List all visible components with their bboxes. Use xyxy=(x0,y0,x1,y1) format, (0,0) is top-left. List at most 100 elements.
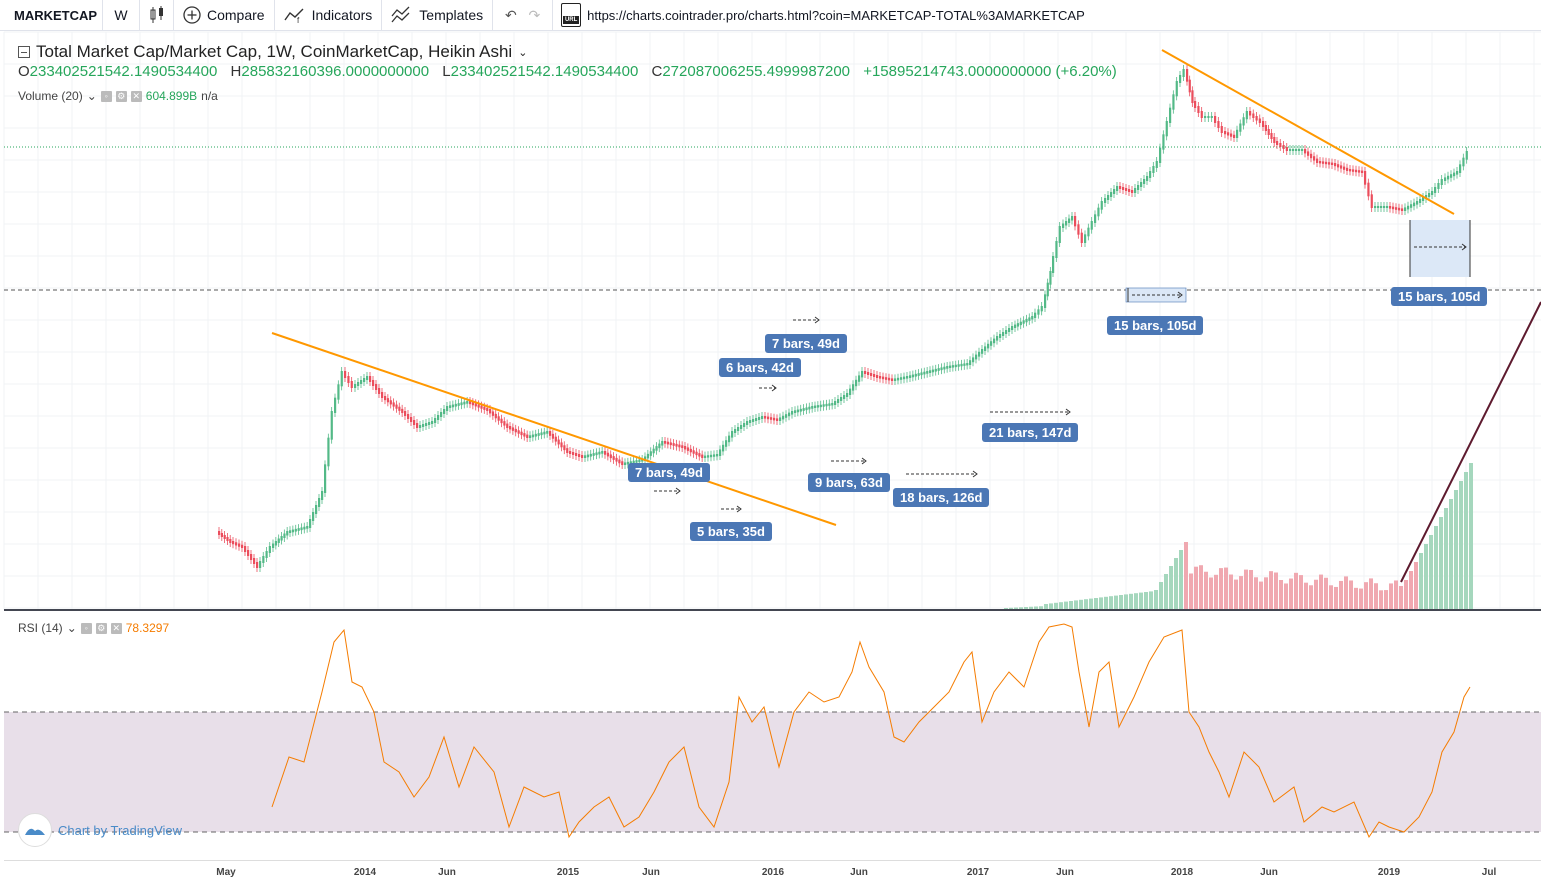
eye-icon[interactable]: ◦ xyxy=(80,622,92,634)
range-label[interactable]: 21 bars, 147d xyxy=(982,423,1079,442)
candle xyxy=(632,460,635,464)
candle xyxy=(1401,208,1404,211)
chevron-down-icon[interactable]: ⌄ xyxy=(518,46,528,59)
candle xyxy=(1046,282,1049,297)
candle xyxy=(1049,271,1052,285)
candle xyxy=(422,424,425,427)
time-tick: Jul xyxy=(1481,867,1497,878)
candle xyxy=(675,443,678,447)
range-label[interactable]: 18 bars, 126d xyxy=(893,488,990,507)
redo-icon[interactable]: ↷ xyxy=(528,6,541,23)
candle xyxy=(1389,206,1392,209)
range-label[interactable]: 7 bars, 49d xyxy=(765,334,847,353)
candle xyxy=(1113,189,1116,194)
candle xyxy=(431,421,434,424)
range-label[interactable]: 15 bars, 105d xyxy=(1107,316,1204,335)
undo-icon[interactable]: ↶ xyxy=(504,6,517,23)
volume-bar xyxy=(1314,579,1318,610)
candle xyxy=(655,446,658,451)
candle xyxy=(624,462,627,465)
range-label[interactable]: 7 bars, 49d xyxy=(628,463,710,482)
collapse-icon[interactable] xyxy=(18,46,30,58)
candle xyxy=(283,533,286,538)
close-icon[interactable]: ✕ xyxy=(110,622,122,634)
candle xyxy=(743,423,746,427)
rsi-chart xyxy=(4,623,1541,839)
volume-bar xyxy=(1054,602,1058,610)
candle xyxy=(1016,323,1020,327)
chevron-down-icon[interactable]: ⌄ xyxy=(86,89,97,103)
candle xyxy=(1169,107,1172,123)
volume-legend[interactable]: Volume (20) ⌄ ◦ ⚙ ✕ 604.899B n/a xyxy=(18,89,218,103)
interval-button[interactable]: W xyxy=(103,0,140,30)
indicators-button[interactable]: f Indicators xyxy=(275,0,383,30)
candle xyxy=(494,413,497,419)
indicators-label: Indicators xyxy=(311,7,373,23)
pane-separator[interactable] xyxy=(4,609,1541,611)
candle xyxy=(297,528,300,531)
candle xyxy=(274,541,278,546)
range-label[interactable]: 5 bars, 35d xyxy=(690,522,772,541)
candle xyxy=(303,526,306,530)
rsi-pane[interactable] xyxy=(4,612,1541,860)
candle xyxy=(1155,161,1158,168)
volume-bar xyxy=(1414,562,1418,610)
candle xyxy=(1210,116,1213,118)
candle xyxy=(1258,118,1261,123)
candle xyxy=(218,531,221,535)
arrow-head xyxy=(972,470,978,478)
trendline xyxy=(1400,301,1541,583)
candle xyxy=(840,397,843,401)
candle xyxy=(692,450,695,454)
range-label[interactable]: 9 bars, 63d xyxy=(808,473,890,492)
interval-label: W xyxy=(114,7,128,23)
candle xyxy=(1104,198,1107,203)
range-label[interactable]: 6 bars, 42d xyxy=(719,358,801,377)
candle xyxy=(446,406,449,411)
candle xyxy=(1380,206,1383,208)
eye-icon[interactable]: ◦ xyxy=(100,90,112,102)
candle xyxy=(606,452,610,457)
settings-icon[interactable]: ⚙ xyxy=(115,90,127,102)
ohlc-c-label: C xyxy=(651,63,663,80)
candle xyxy=(900,377,903,380)
arrow-head xyxy=(1461,243,1467,251)
main-chart-pane[interactable] xyxy=(3,31,1541,610)
settings-icon[interactable]: ⚙ xyxy=(95,622,107,634)
candle xyxy=(537,433,540,436)
candle xyxy=(592,453,595,456)
candle xyxy=(805,407,808,411)
chevron-down-icon[interactable]: ⌄ xyxy=(66,621,77,635)
candle xyxy=(601,451,604,454)
close-icon[interactable]: ✕ xyxy=(130,90,142,102)
candle xyxy=(1337,164,1340,168)
ohlc-o-label: O xyxy=(18,63,30,80)
candle xyxy=(425,423,428,426)
rsi-legend[interactable]: RSI (14) ⌄ ◦ ⚙ ✕ 78.3297 xyxy=(18,621,169,635)
volume-bar xyxy=(1109,596,1113,610)
tradingview-watermark[interactable]: Chart by TradingView xyxy=(18,813,182,847)
symbol-search[interactable]: MARKETCAP xyxy=(0,0,103,30)
candle xyxy=(291,529,295,533)
candle xyxy=(372,380,375,386)
range-label[interactable]: 15 bars, 105d xyxy=(1391,287,1488,306)
time-axis[interactable]: May 2014 Jun 2015 Jun 2016 Jun 2017 Jun … xyxy=(4,860,1541,880)
candle xyxy=(764,416,767,419)
chart-style-button[interactable] xyxy=(140,0,174,30)
url-bar[interactable]: URL https://charts.cointrader.pro/charts… xyxy=(553,0,1541,30)
candle xyxy=(870,373,873,376)
candle xyxy=(466,401,469,404)
indicators-icon: f xyxy=(284,8,304,25)
candle xyxy=(972,357,975,363)
volume-bar xyxy=(1264,577,1268,610)
candle xyxy=(689,448,692,453)
templates-button[interactable]: Templates xyxy=(382,0,494,30)
candle xyxy=(949,365,952,368)
volume-bar xyxy=(1044,604,1048,610)
time-tick: 2016 xyxy=(761,867,785,878)
candle xyxy=(1025,318,1028,323)
compare-button[interactable]: Compare xyxy=(174,0,275,30)
candle xyxy=(330,411,333,440)
candle xyxy=(1419,199,1422,203)
candle xyxy=(755,418,758,421)
